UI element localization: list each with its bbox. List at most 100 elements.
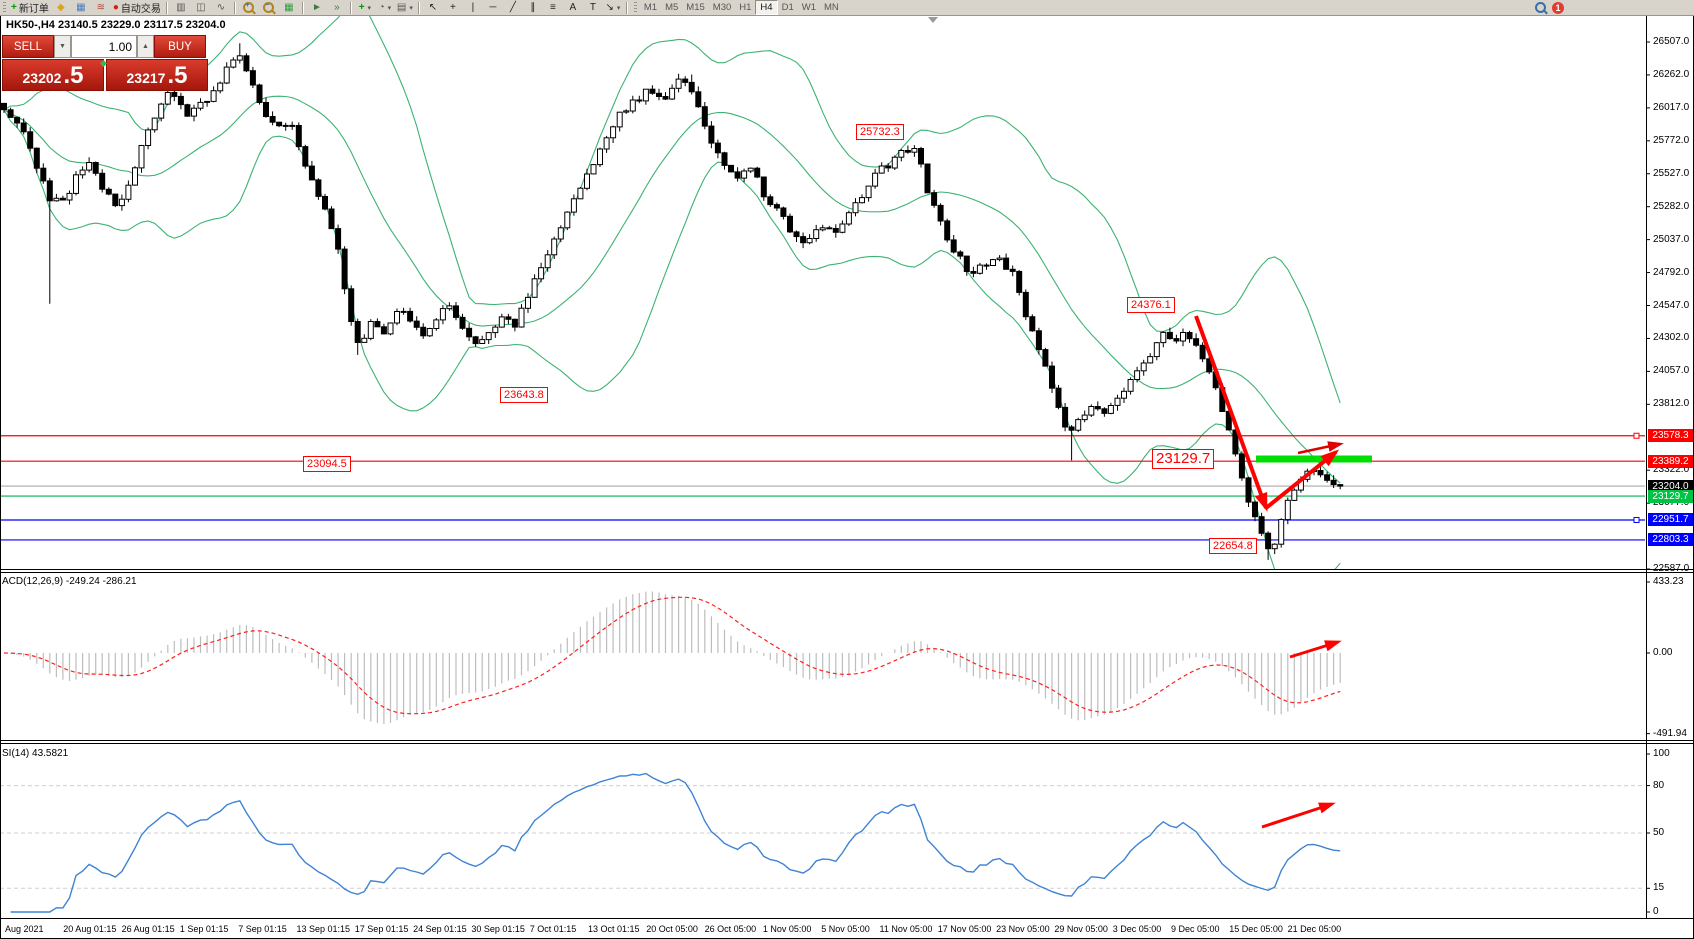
time-axis-label: 1 Sep 01:15: [179, 924, 229, 934]
price-tick-label: 24057.0: [1653, 365, 1690, 377]
fibo-button[interactable]: ≡: [543, 1, 563, 15]
new-order-button[interactable]: + 新订单: [9, 1, 51, 16]
notification-badge[interactable]: 1: [1552, 1, 1564, 14]
vline-button[interactable]: |: [463, 1, 483, 15]
cursor-button[interactable]: ↖: [423, 1, 443, 15]
chevron-down-icon: ▾: [409, 4, 413, 12]
candle: [590, 164, 597, 175]
candle: [1107, 405, 1114, 414]
timeframe-D1[interactable]: D1: [781, 2, 794, 13]
candle: [885, 165, 892, 169]
timeframe-M15[interactable]: M15: [686, 2, 705, 13]
candle: [1245, 477, 1252, 503]
candle: [1101, 408, 1108, 414]
indicators-button[interactable]: + ▾: [355, 1, 375, 15]
zoom-in-button[interactable]: +: [239, 1, 259, 15]
timeframe-MN[interactable]: MN: [823, 2, 839, 13]
candle: [1094, 406, 1101, 410]
crosshair-button[interactable]: +: [443, 1, 463, 15]
trend-arrow: [1264, 450, 1338, 510]
candle: [1180, 332, 1186, 342]
signal-icon: ≋: [96, 1, 106, 13]
tile-windows-button[interactable]: ▦: [279, 1, 299, 15]
chart-shift-button[interactable]: »: [327, 1, 347, 15]
sell-button[interactable]: SELL: [2, 35, 54, 58]
bar-chart-button[interactable]: ▥: [171, 1, 191, 15]
timeframe-H4[interactable]: H4: [755, 0, 778, 15]
line-chart-button[interactable]: ∿: [211, 1, 231, 15]
candle: [1238, 453, 1245, 479]
label-button[interactable]: T: [583, 1, 603, 15]
chart-shift-marker: [928, 17, 938, 23]
candle: [662, 96, 669, 100]
timeframe-M5[interactable]: M5: [665, 2, 679, 13]
bollinger-upper: [3, 16, 1341, 404]
rsi-axis-label: 100: [1653, 748, 1670, 759]
zoom-out-button[interactable]: −: [259, 1, 279, 15]
favorites-button[interactable]: ◆: [51, 1, 71, 15]
candle: [354, 321, 361, 343]
buy-price-display[interactable]: 23217 .5: [106, 59, 208, 91]
candle: [59, 197, 66, 201]
auto-trading-button[interactable]: ● 自动交易: [111, 1, 163, 16]
candle: [1134, 370, 1141, 380]
volume-input[interactable]: [71, 35, 137, 58]
text-button[interactable]: A: [563, 1, 583, 15]
time-axis-label: 26 Aug 01:15: [121, 924, 175, 934]
time-axis-label: Aug 2021: [5, 924, 44, 934]
candle: [1, 102, 7, 111]
price-badge-23204: 23204.0: [1648, 479, 1693, 493]
periods-button[interactable]: ◔ ▾: [375, 1, 395, 15]
timeframe-H1[interactable]: H1: [739, 2, 752, 13]
candle: [367, 321, 374, 339]
buy-price-main: 23217: [126, 70, 166, 86]
timeframe-M1[interactable]: M1: [643, 2, 658, 13]
time-axis-label: 1 Nov 05:00: [762, 924, 812, 934]
candle: [760, 176, 767, 198]
channel-button[interactable]: ∥: [523, 1, 543, 15]
arrows-button[interactable]: ↘ ▾: [603, 1, 623, 15]
time-axis-label: 29 Nov 05:00: [1054, 924, 1108, 934]
level-marker: [1633, 432, 1640, 439]
candle: [230, 59, 237, 68]
candle: [145, 129, 152, 146]
candle: [446, 305, 453, 310]
crosshair-icon: +: [449, 1, 456, 13]
chevron-down-icon: ▾: [367, 4, 372, 12]
signals-button[interactable]: ≋: [91, 1, 111, 15]
hline-button[interactable]: ─: [483, 1, 503, 15]
trendline-button[interactable]: ╱: [503, 1, 523, 15]
candle: [584, 173, 590, 189]
timeframe-W1[interactable]: W1: [801, 2, 816, 13]
candle: [308, 165, 315, 181]
candle: [544, 254, 551, 269]
volume-increment-button[interactable]: ▲: [137, 35, 154, 58]
time-axis-label: 23 Nov 05:00: [996, 924, 1050, 934]
search-icon[interactable]: [1535, 2, 1546, 13]
candle: [1271, 543, 1278, 550]
rsi-axis-label: 80: [1653, 779, 1665, 791]
candle: [872, 172, 879, 187]
auto-scroll-button[interactable]: ►: [307, 1, 327, 15]
templates-button[interactable]: ▤ ▾: [395, 1, 415, 15]
timeframe-M30[interactable]: M30: [712, 2, 732, 13]
candle: [898, 150, 905, 158]
candle: [40, 167, 47, 182]
sell-price-display[interactable]: 23202 .5: [2, 59, 104, 91]
candle: [1291, 489, 1298, 501]
candle: [498, 316, 505, 328]
candle: [223, 66, 230, 84]
candle: [433, 319, 440, 329]
volume-decrement-button[interactable]: ▼: [54, 35, 71, 58]
candle-chart-button[interactable]: ◫: [191, 1, 211, 15]
chart-window-icon: ▦: [76, 1, 86, 13]
candle: [73, 174, 79, 194]
candle: [741, 170, 748, 179]
candle: [773, 204, 780, 209]
candle: [505, 316, 512, 320]
candle: [911, 148, 918, 153]
market-watch-button[interactable]: ▦: [71, 1, 91, 15]
buy-button[interactable]: BUY: [154, 35, 206, 58]
candle: [806, 238, 813, 244]
